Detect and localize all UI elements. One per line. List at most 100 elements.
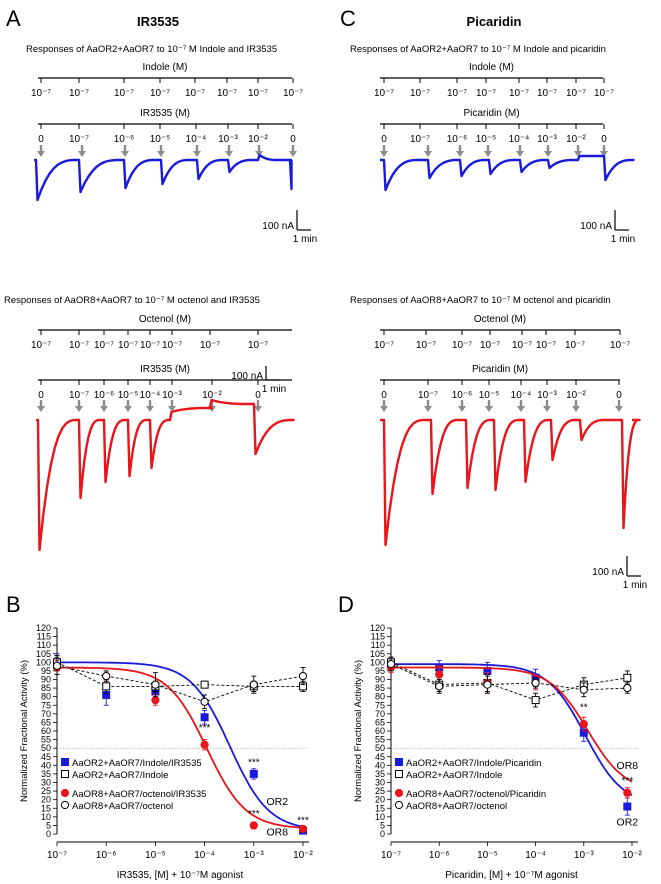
legend-marker xyxy=(394,800,404,810)
y-tick-label: 65 xyxy=(375,717,385,727)
protocol-caption: Responses of AaOR2+AaOR7 to 10⁻⁷ M Indol… xyxy=(350,44,606,55)
agonist-tick-label: 10⁻⁷ xyxy=(566,88,586,99)
agonist-tick-label: 10⁻⁷ xyxy=(31,340,51,351)
panel-letter-a: A xyxy=(6,6,21,31)
series-3 xyxy=(386,656,632,698)
application-arrow xyxy=(615,400,623,412)
dose-response-chart-b: 0510152025303540455055606570758085909510… xyxy=(19,623,314,881)
y-tick-label: 60 xyxy=(375,726,385,736)
y-tick-label: 15 xyxy=(41,803,51,813)
drug-tick-label: 0 xyxy=(38,134,44,145)
agonist-tick-label: 10⁻⁷ xyxy=(162,340,182,351)
legend-label: AaOR8+AaOR7/octenol/Picaridin xyxy=(406,789,546,800)
y-tick-label: 30 xyxy=(41,778,51,788)
data-point xyxy=(200,680,209,689)
y-tick-label: 0 xyxy=(46,829,51,839)
application-arrow xyxy=(517,400,525,412)
drug-tick-label: 10⁻³ xyxy=(537,134,557,145)
agonist-tick-label: 10⁻⁷ xyxy=(536,340,556,351)
panel-a-top: Responses of AaOR2+AaOR7 to 10⁻⁷ M Indol… xyxy=(26,44,317,245)
drug-tick-label: 0 xyxy=(255,390,261,401)
application-arrow xyxy=(484,145,492,157)
data-point xyxy=(579,685,588,694)
drug-tick-label: 0 xyxy=(290,134,296,145)
x-tick-label: 10⁻³ xyxy=(574,850,594,861)
data-point xyxy=(151,696,160,705)
data-point xyxy=(623,683,632,693)
x-axis-label: IR3535, [M] + 10⁻⁷M agonist xyxy=(117,870,244,881)
application-arrow xyxy=(600,145,608,157)
scale-x-label: 1 min xyxy=(293,234,317,245)
application-arrow xyxy=(146,400,154,412)
drug-tick-label: 0 xyxy=(616,390,622,401)
x-tick-label: 10⁻³ xyxy=(244,850,264,861)
drug-tick-label: 10⁻⁷ xyxy=(410,134,430,145)
scale-y-label: 100 nA xyxy=(592,567,624,578)
y-tick-label: 15 xyxy=(375,803,385,813)
agonist-tick-label: 10⁻⁷ xyxy=(217,88,237,99)
y-tick-label: 115 xyxy=(37,632,51,642)
application-arrow xyxy=(100,400,108,412)
y-tick-label: 60 xyxy=(41,726,51,736)
series-connector-line xyxy=(390,663,628,691)
drug-tick-label: 0 xyxy=(38,390,44,401)
y-tick-label: 20 xyxy=(375,795,385,805)
data-point xyxy=(435,670,444,679)
drug-label: Picaridin (M) xyxy=(472,364,528,375)
chart-annotation: OR8 xyxy=(266,827,288,839)
agonist-tick-label: 10⁻⁷ xyxy=(410,88,430,99)
agonist-label: Octenol (M) xyxy=(139,314,191,325)
application-arrow xyxy=(121,145,129,157)
series-connector-line xyxy=(56,661,303,687)
scale-y-label: 100 nA xyxy=(231,371,263,382)
y-tick-label: 70 xyxy=(41,709,51,719)
agonist-tick-label: 10⁻⁷ xyxy=(416,340,436,351)
application-arrow xyxy=(255,145,263,157)
legend: AaOR2+AaOR7/Indole/PicaridinAaOR2+AaOR7/… xyxy=(394,758,546,812)
x-tick-label: 10⁻⁵ xyxy=(477,850,498,861)
y-tick-label: 10 xyxy=(375,812,385,822)
series-fit-curve xyxy=(57,666,304,829)
drug-tick-label: 10⁻⁶ xyxy=(94,390,115,401)
y-tick-label: 105 xyxy=(370,649,385,659)
legend-marker xyxy=(60,788,70,798)
chart-annotation: OR8 xyxy=(617,760,639,772)
application-arrow xyxy=(75,400,83,412)
scale-x-label: 1 min xyxy=(262,384,286,395)
chart-annotation: *** xyxy=(248,809,260,820)
drug-tick-label: 10⁻⁵ xyxy=(479,390,500,401)
y-tick-label: 50 xyxy=(375,743,385,753)
chart-annotation: *** xyxy=(297,816,309,827)
y-tick-label: 90 xyxy=(41,675,51,685)
protocol-caption: Responses of AaOR2+AaOR7 to 10⁻⁷ M Indol… xyxy=(26,44,277,55)
agonist-tick-label: 10⁻⁷ xyxy=(118,340,138,351)
data-point xyxy=(483,680,492,689)
x-tick-label: 10⁻⁴ xyxy=(525,850,546,861)
application-arrow xyxy=(37,145,45,157)
y-tick-label: 85 xyxy=(375,683,385,693)
trace-or8-picaridin xyxy=(380,418,641,547)
application-arrow xyxy=(456,145,464,157)
application-arrow xyxy=(157,145,165,157)
agonist-tick-label: 10⁻⁷ xyxy=(594,88,614,99)
drug-tick-label: 0 xyxy=(381,390,387,401)
data-point xyxy=(200,697,209,706)
application-arrow xyxy=(458,400,466,412)
x-tick-label: 10⁻² xyxy=(622,850,642,861)
application-arrow xyxy=(544,145,552,157)
y-tick-label: 45 xyxy=(41,752,51,762)
agonist-tick-label: 10⁻⁷ xyxy=(565,340,585,351)
agonist-tick-label: 10⁻⁷ xyxy=(69,340,89,351)
agonist-tick-label: 10⁻⁷ xyxy=(537,88,557,99)
agonist-tick-label: 10⁻⁷ xyxy=(185,88,205,99)
y-tick-label: 55 xyxy=(375,735,385,745)
data-point xyxy=(298,824,308,833)
trace-or2-picaridin xyxy=(380,154,635,192)
y-tick-label: 20 xyxy=(41,795,51,805)
application-arrow xyxy=(289,145,297,157)
panel-c-bottom: Responses of AaOR8+AaOR7 to 10⁻⁷ M octen… xyxy=(350,295,647,591)
drug-tick-label: 10⁻³ xyxy=(218,134,238,145)
y-tick-label: 110 xyxy=(37,640,51,650)
protocol-caption: Responses of AaOR8+AaOR7 to 10⁻⁷ M octen… xyxy=(350,295,611,306)
series-connector-line xyxy=(56,665,304,703)
